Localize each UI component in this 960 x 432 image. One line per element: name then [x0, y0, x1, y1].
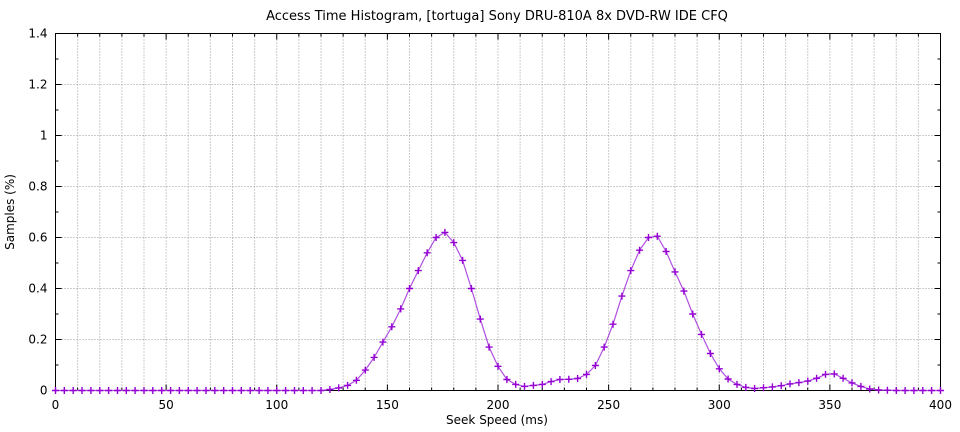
y-tick-label: 1.4 — [28, 27, 47, 41]
x-axis-label: Seek Speed (ms) — [446, 413, 548, 427]
x-tick-label: 250 — [597, 398, 620, 412]
y-tick-label: 0.2 — [28, 333, 47, 347]
x-tick-label: 100 — [265, 398, 288, 412]
chart-plot: 0 50 100 150 200 250 300 350 400 0 0.2 0.4 0.6 0.8 1 1.… — [28, 27, 952, 413]
y-axis-label: Samples (%) — [3, 174, 17, 250]
y-tick-label: 0.4 — [28, 282, 47, 296]
x-tick-label: 200 — [487, 398, 510, 412]
y-tick-label: 1 — [40, 129, 48, 143]
series-markers — [52, 228, 944, 394]
y-tick-label: 1.2 — [28, 78, 47, 92]
x-tick-label: 350 — [818, 398, 841, 412]
x-tick-label: 150 — [376, 398, 399, 412]
y-tick-label: 0.6 — [28, 231, 47, 245]
x-tick-label: 50 — [158, 398, 173, 412]
x-tick-label: 300 — [708, 398, 731, 412]
x-tick-label: 400 — [929, 398, 952, 412]
y-tick-label: 0.8 — [28, 180, 47, 194]
chart-title: Access Time Histogram, [tortuga] Sony DR… — [266, 9, 728, 24]
y-tick-label: 0 — [40, 384, 48, 398]
x-tick-label: 0 — [52, 398, 60, 412]
